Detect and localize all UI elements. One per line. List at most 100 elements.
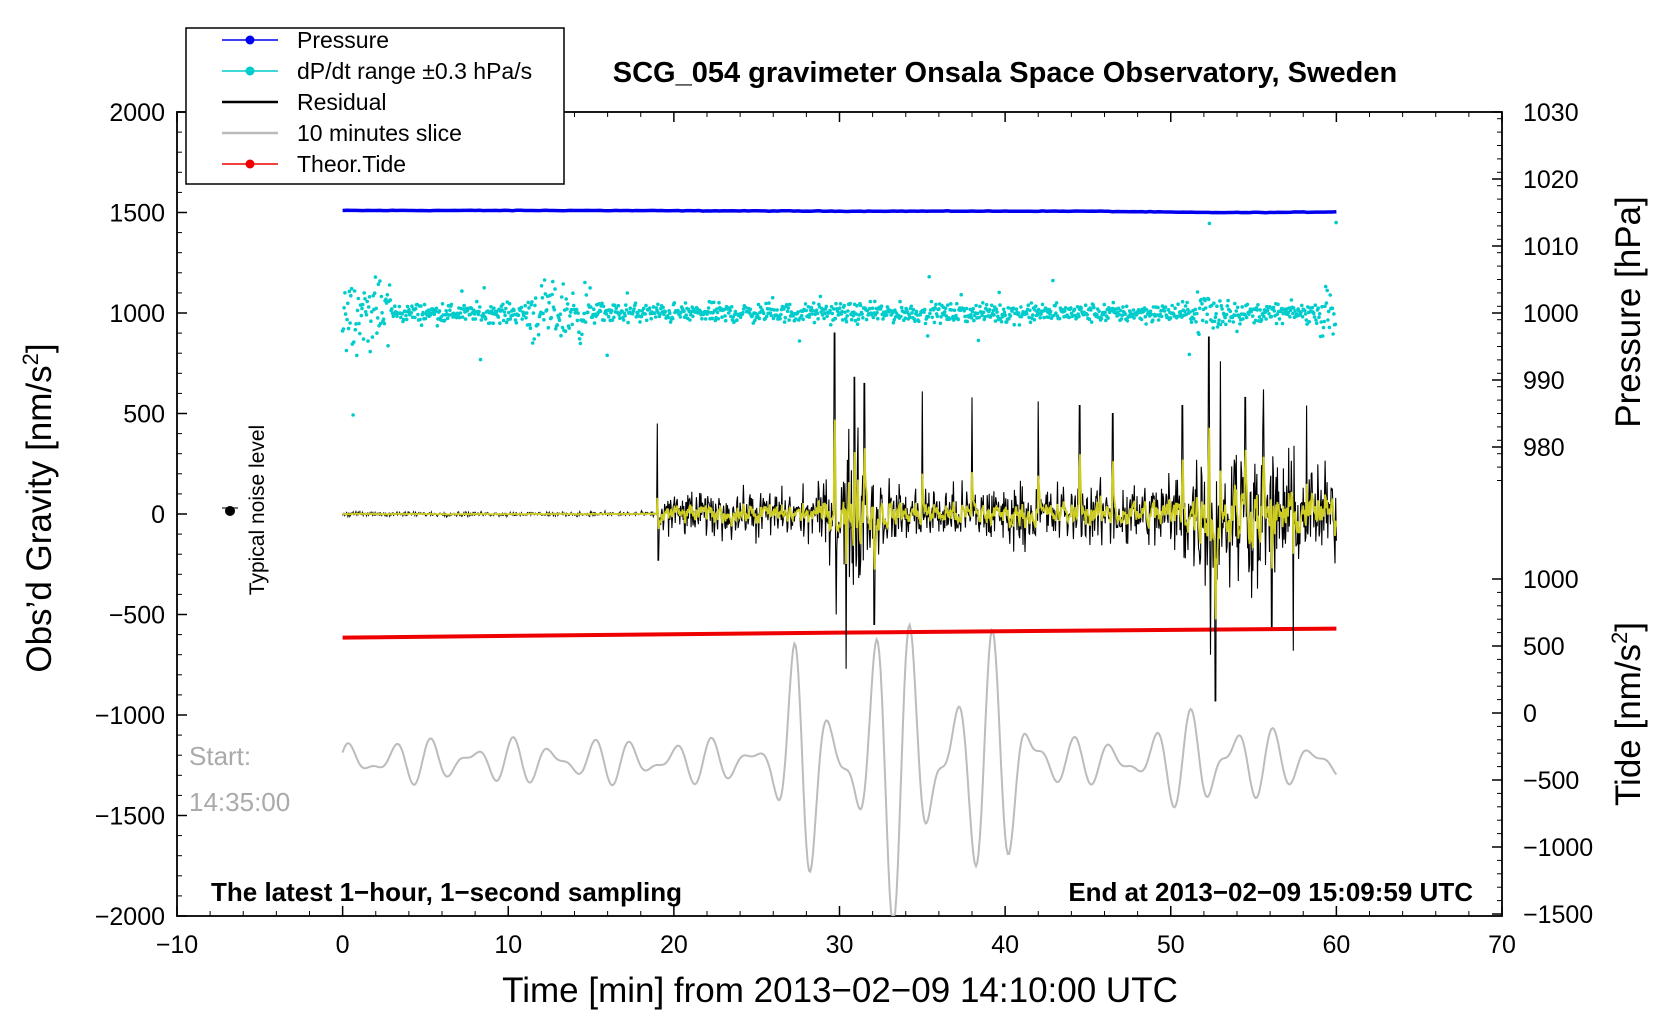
dpdt-point — [478, 357, 483, 362]
dpdt-point — [355, 353, 359, 358]
dpdt-point — [842, 303, 846, 308]
dpdt-point — [786, 306, 791, 310]
dpdt-point — [1144, 322, 1148, 326]
dpdt-point — [492, 306, 496, 311]
dpdt-point — [829, 323, 833, 327]
dpdt-point — [358, 331, 362, 336]
dpdt-point — [923, 321, 928, 326]
dpdt-point — [541, 311, 545, 316]
dpdt-point — [712, 300, 716, 305]
dpdt-point — [532, 337, 536, 341]
dpdt-point — [1299, 310, 1303, 314]
legend-entry: dP/dt range ±0.3 hPa/s — [222, 58, 532, 84]
dpdt-point — [475, 299, 479, 304]
dpdt-point — [794, 317, 798, 321]
dpdt-point — [949, 308, 954, 312]
dpdt-point — [884, 310, 888, 314]
dpdt-point — [355, 308, 360, 313]
dpdt-point — [1097, 309, 1101, 314]
y-tick-label: 1000 — [109, 300, 165, 328]
dpdt-point — [1213, 315, 1218, 320]
legend-items: Pressure dP/dt range ±0.3 hPa/s Residual 10… — [222, 27, 532, 177]
dpdt-point — [575, 318, 580, 323]
dpdt-point — [1203, 298, 1207, 303]
dpdt-point — [1200, 302, 1204, 306]
dpdt-point — [1286, 310, 1291, 315]
dpdt-point — [1234, 309, 1239, 313]
dpdt-point — [823, 311, 827, 316]
residual-series-line — [342, 332, 1337, 702]
dpdt-point — [345, 317, 349, 322]
x-tick-labels: −10 0 10 20 30 40 50 60 70 — [156, 931, 1516, 959]
dpdt-point — [565, 307, 569, 311]
dpdt-point — [684, 313, 688, 317]
dpdt-point — [542, 318, 546, 322]
dpdt-point — [902, 310, 907, 315]
dpdt-point — [644, 303, 648, 308]
dpdt-point — [803, 302, 808, 306]
dpdt-point — [871, 315, 876, 320]
dpdt-point — [1149, 312, 1154, 317]
dpdt-point — [849, 317, 854, 322]
dpdt-point — [354, 322, 358, 326]
dpdt-point — [770, 295, 775, 300]
legend-entry: Pressure — [222, 27, 389, 53]
dpdt-point — [373, 275, 378, 279]
dpdt-point — [356, 296, 361, 301]
dpdt-point — [972, 318, 976, 323]
pressure-tick-label: 1020 — [1523, 166, 1579, 194]
dpdt-point — [785, 302, 789, 307]
dpdt-point — [799, 313, 804, 318]
dpdt-point — [404, 313, 408, 318]
legend-box — [185, 27, 565, 185]
dpdt-point — [514, 321, 519, 325]
dpdt-point — [1176, 302, 1180, 307]
dpdt-point — [1238, 322, 1242, 326]
dpdt-point — [1008, 314, 1013, 318]
dpdt-point — [536, 322, 540, 327]
dpdt-point — [381, 317, 386, 322]
dpdt-point — [933, 306, 937, 310]
dpdt-point — [898, 299, 902, 304]
dpdt-point — [728, 308, 732, 313]
dpdt-point — [1136, 311, 1140, 315]
dpdt-point — [612, 303, 617, 308]
dpdt-point — [807, 315, 811, 319]
dpdt-point — [1223, 315, 1227, 320]
dpdt-point — [1224, 322, 1228, 327]
dpdt-point — [937, 307, 941, 311]
dpdt-point — [342, 306, 346, 310]
dpdt-point — [845, 314, 849, 318]
dpdt-point — [1305, 322, 1309, 326]
dpdt-point — [524, 316, 528, 320]
dpdt-point — [809, 305, 814, 310]
dpdt-point — [1067, 315, 1072, 320]
dpdt-point — [577, 330, 581, 335]
dpdt-point — [1125, 319, 1130, 323]
dpdt-point — [421, 310, 425, 315]
dpdt-point — [851, 314, 855, 318]
legend-entry: Residual — [222, 89, 387, 115]
dpdt-point — [620, 309, 624, 314]
dpdt-point — [959, 292, 963, 297]
dpdt-point — [422, 302, 427, 307]
dpdt-point — [949, 302, 953, 306]
dpdt-point — [432, 312, 437, 317]
y-tick-label: −1500 — [95, 803, 165, 831]
dpdt-point — [533, 296, 538, 300]
dpdt-point — [812, 320, 817, 325]
dpdt-point — [462, 303, 466, 308]
dpdt-point — [706, 309, 710, 314]
dpdt-point — [614, 306, 618, 311]
dpdt-point — [1156, 305, 1160, 310]
dpdt-point — [1317, 315, 1321, 320]
dpdt-point — [1151, 318, 1155, 323]
dpdt-point — [775, 308, 779, 312]
dpdt-point — [520, 317, 524, 321]
dpdt-point — [1314, 321, 1319, 326]
dpdt-point — [769, 313, 773, 318]
dpdt-point — [592, 307, 596, 312]
dpdt-point — [1323, 284, 1328, 289]
dpdt-point — [586, 310, 590, 315]
dpdt-point — [947, 317, 952, 322]
